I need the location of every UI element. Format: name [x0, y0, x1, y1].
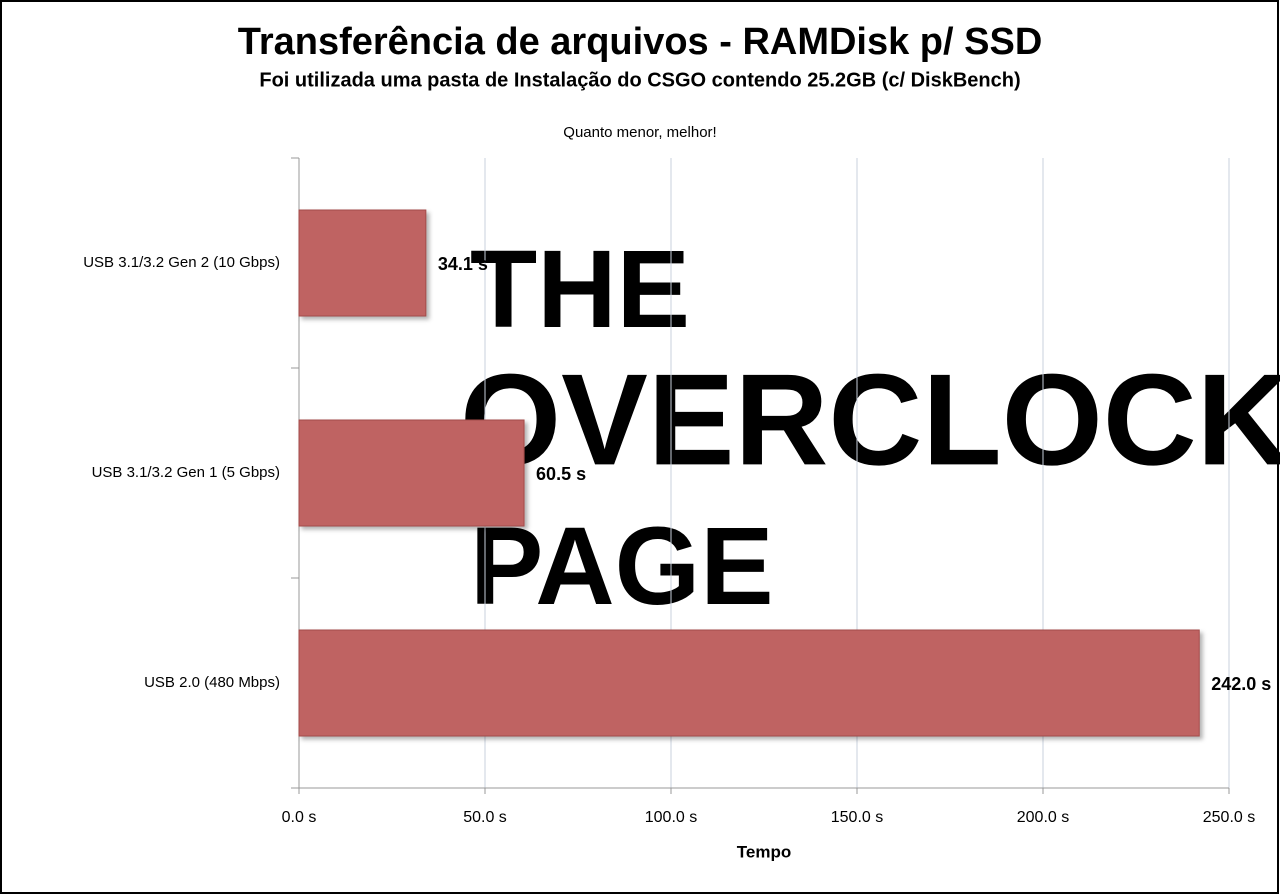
watermark-text: OVERCLOCK [460, 346, 1280, 492]
bar [298, 629, 1200, 737]
data-label: 34.1 s [438, 254, 488, 274]
x-tick-label: 0.0 s [282, 809, 317, 826]
y-tick-label: USB 3.1/3.2 Gen 2 (10 Gbps) [83, 254, 280, 271]
chart-subtitle: Foi utilizada uma pasta de Instalação do… [259, 69, 1020, 91]
x-axis-title: Tempo [737, 842, 791, 861]
x-tick-label: 100.0 s [645, 809, 697, 826]
y-tick-label: USB 2.0 (480 Mbps) [144, 674, 280, 691]
bar [298, 209, 427, 317]
y-tick-label: USB 3.1/3.2 Gen 1 (5 Gbps) [92, 464, 280, 481]
x-tick-label: 50.0 s [463, 809, 507, 826]
data-label: 242.0 s [1211, 674, 1271, 694]
x-tick-label: 150.0 s [831, 809, 883, 826]
chart-title: Transferência de arquivos - RAMDisk p/ S… [238, 21, 1043, 63]
watermark-text: THE [470, 228, 690, 351]
annotation: Quanto menor, melhor! [563, 124, 716, 141]
x-tick-label: 250.0 s [1203, 809, 1255, 826]
x-tick-label: 200.0 s [1017, 809, 1069, 826]
bar [298, 419, 525, 527]
data-label: 60.5 s [536, 464, 586, 484]
